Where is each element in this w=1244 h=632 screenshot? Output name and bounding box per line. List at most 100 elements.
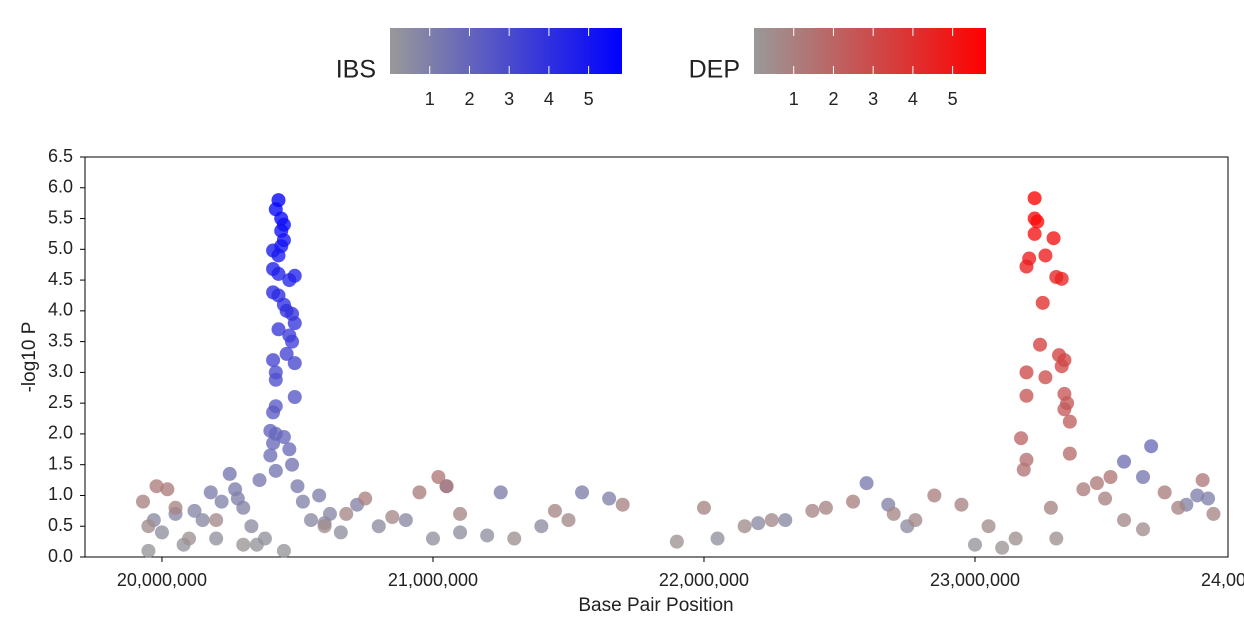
point xyxy=(453,525,468,540)
point xyxy=(967,537,982,552)
y-tick-label: 5.5 xyxy=(48,207,73,227)
point xyxy=(534,519,549,534)
plot-frame xyxy=(84,156,1229,558)
point xyxy=(339,506,354,521)
point xyxy=(1201,491,1216,506)
y-tick-label: 6.0 xyxy=(48,177,73,197)
point xyxy=(1019,259,1034,274)
point xyxy=(268,463,283,478)
point xyxy=(908,513,923,528)
point xyxy=(249,537,264,552)
point xyxy=(615,497,630,512)
point xyxy=(398,513,413,528)
point xyxy=(764,513,779,528)
color-bar-label: 4 xyxy=(908,89,918,109)
point xyxy=(1157,485,1172,500)
point xyxy=(1117,454,1132,469)
point xyxy=(1062,446,1077,461)
point xyxy=(1046,231,1061,246)
point xyxy=(1019,365,1034,380)
point xyxy=(287,316,302,331)
point xyxy=(1057,402,1072,417)
point xyxy=(317,519,332,534)
point xyxy=(285,334,300,349)
point xyxy=(214,494,229,509)
point xyxy=(710,531,725,546)
point xyxy=(1054,359,1069,374)
y-tick-label: 0.0 xyxy=(48,546,73,566)
point xyxy=(1038,248,1053,263)
point xyxy=(312,488,327,503)
point xyxy=(1016,462,1031,477)
point xyxy=(1027,191,1042,206)
point xyxy=(1136,522,1151,537)
y-tick-label: 6.5 xyxy=(48,146,73,166)
point xyxy=(282,273,297,288)
y-tick-label: 0.5 xyxy=(48,515,73,535)
point xyxy=(282,442,297,457)
y-axis-title: -log10 P xyxy=(19,322,40,393)
y-tick-label: 5.0 xyxy=(48,238,73,258)
point xyxy=(1206,506,1221,521)
color-bar-label: 1 xyxy=(789,89,799,109)
point xyxy=(1089,476,1104,491)
point xyxy=(209,513,224,528)
y-tick-label: 1.0 xyxy=(48,484,73,504)
point xyxy=(981,519,996,534)
x-tick-label: 23,000,000 xyxy=(930,570,1020,590)
point xyxy=(818,500,833,515)
color-bar-label: 5 xyxy=(948,89,958,109)
point xyxy=(425,531,440,546)
point xyxy=(263,448,278,463)
point xyxy=(266,353,281,368)
point xyxy=(135,494,150,509)
point xyxy=(244,519,259,534)
point xyxy=(371,519,386,534)
point xyxy=(1171,500,1186,515)
x-tick-label: 21,000,000 xyxy=(388,570,478,590)
point xyxy=(141,543,156,558)
point xyxy=(149,479,164,494)
point xyxy=(1030,214,1045,229)
y-tick-label: 4.5 xyxy=(48,269,73,289)
point xyxy=(182,531,197,546)
point xyxy=(431,470,446,484)
point xyxy=(222,466,237,481)
y-tick-label: 1.5 xyxy=(48,453,73,473)
point xyxy=(304,513,319,528)
point xyxy=(268,372,283,387)
color-bar-label: 5 xyxy=(584,89,594,109)
x-axis-title: Base Pair Position xyxy=(578,595,733,616)
point xyxy=(287,356,302,371)
point xyxy=(209,531,224,546)
point xyxy=(1117,513,1132,528)
y-tick-label: 2.0 xyxy=(48,423,73,443)
point xyxy=(859,476,874,491)
y-tick-label: 4.0 xyxy=(48,300,73,320)
point xyxy=(266,405,281,420)
point xyxy=(1019,388,1034,403)
point xyxy=(154,525,169,540)
point xyxy=(230,491,245,506)
point xyxy=(561,513,576,528)
point xyxy=(995,540,1010,555)
point xyxy=(1049,531,1064,546)
color-bar-label: 4 xyxy=(544,89,554,109)
point xyxy=(1014,431,1029,446)
point xyxy=(696,500,711,515)
point xyxy=(1054,271,1069,286)
point xyxy=(195,513,210,528)
point xyxy=(203,485,218,500)
y-tick-label: 3.5 xyxy=(48,330,73,350)
legend-label: IBS xyxy=(336,56,376,84)
point xyxy=(276,430,291,444)
point xyxy=(493,485,508,500)
point xyxy=(575,485,590,500)
point xyxy=(1098,491,1113,506)
color-bar-label: 3 xyxy=(504,89,514,109)
point xyxy=(271,248,286,263)
point xyxy=(252,473,267,488)
point xyxy=(333,525,348,540)
point xyxy=(927,488,942,503)
